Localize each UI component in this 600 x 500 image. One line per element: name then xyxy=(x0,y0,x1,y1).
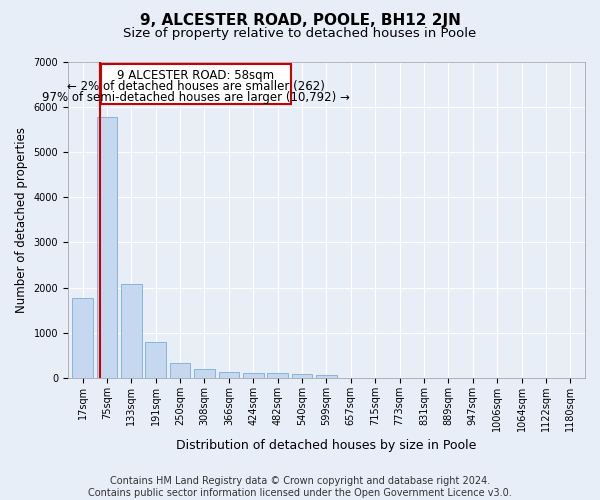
Text: ← 2% of detached houses are smaller (262): ← 2% of detached houses are smaller (262… xyxy=(67,80,325,92)
Text: Contains HM Land Registry data © Crown copyright and database right 2024.
Contai: Contains HM Land Registry data © Crown c… xyxy=(88,476,512,498)
X-axis label: Distribution of detached houses by size in Poole: Distribution of detached houses by size … xyxy=(176,440,476,452)
Bar xyxy=(145,342,166,378)
Bar xyxy=(72,298,93,378)
Y-axis label: Number of detached properties: Number of detached properties xyxy=(15,127,28,313)
Bar xyxy=(292,374,313,378)
Bar xyxy=(218,372,239,378)
Text: 9, ALCESTER ROAD, POOLE, BH12 2JN: 9, ALCESTER ROAD, POOLE, BH12 2JN xyxy=(140,12,460,28)
Bar xyxy=(243,373,263,378)
FancyBboxPatch shape xyxy=(101,64,291,104)
Text: Size of property relative to detached houses in Poole: Size of property relative to detached ho… xyxy=(124,28,476,40)
Text: 9 ALCESTER ROAD: 58sqm: 9 ALCESTER ROAD: 58sqm xyxy=(118,68,275,82)
Text: 97% of semi-detached houses are larger (10,792) →: 97% of semi-detached houses are larger (… xyxy=(42,90,350,104)
Bar xyxy=(194,369,215,378)
Bar xyxy=(121,284,142,378)
Bar xyxy=(316,375,337,378)
Bar xyxy=(268,374,288,378)
Bar xyxy=(97,116,117,378)
Bar xyxy=(170,362,190,378)
